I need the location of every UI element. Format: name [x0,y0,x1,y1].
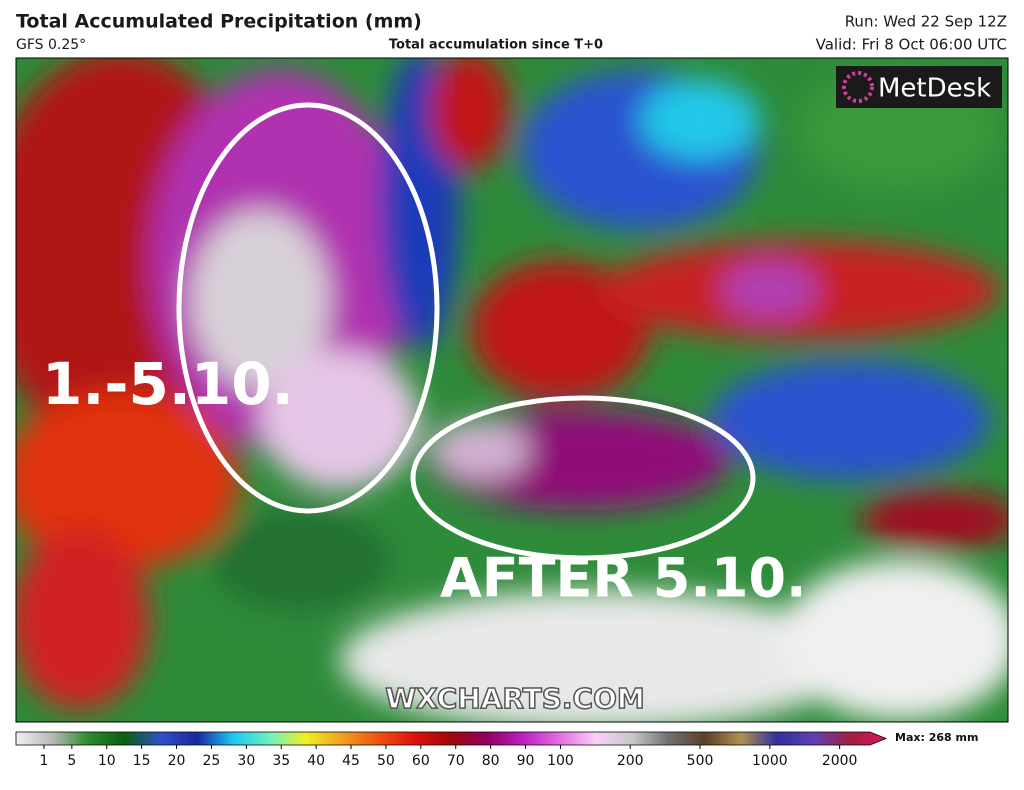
logo-box [836,66,1002,108]
annotation: AFTER 5.10. [440,547,807,610]
colorbar-ticks: 1 5 10 15 20 25 30 35 40 45 50 60 70 80 90 100 200 500 100… [39,745,857,769]
tick-label: 45 [342,753,360,769]
tick-label: 1 [39,753,48,769]
tick-label: 70 [447,753,465,769]
tick-label: 40 [307,753,325,769]
tick-label: 500 [687,753,714,769]
max-label: Max: 268 mm [895,731,978,744]
tick-label: 1000 [752,753,788,769]
tick-label: 5 [67,753,76,769]
model: GFS 0.25° [16,37,86,53]
tick-label: 60 [412,753,430,769]
tick-label: 25 [203,753,221,769]
tick-label: 50 [377,753,395,769]
watermark: WXCHARTS.COM [385,682,645,715]
tick-label: 35 [272,753,290,769]
map [16,58,1008,722]
run: Run: Wed 22 Sep 12Z [845,13,1007,31]
tick-label: 200 [617,753,644,769]
valid: Valid: Fri 8 Oct 06:00 UTC [816,36,1007,54]
annotation: 1.-5.10. [42,350,294,418]
tick-label: 80 [482,753,500,769]
logo: MetDesk [878,74,991,104]
tick-label: 30 [237,753,255,769]
title: Total Accumulated Precipitation (mm) [16,11,422,33]
subtitle: Total accumulation since T+0 [389,38,603,53]
tick-label: 10 [98,753,116,769]
colorbar [15,731,888,746]
tick-label: 90 [517,753,535,769]
tick-label: 2000 [822,753,858,769]
tick-label: 100 [547,753,574,769]
tick-label: 15 [133,753,151,769]
tick-label: 20 [168,753,186,769]
